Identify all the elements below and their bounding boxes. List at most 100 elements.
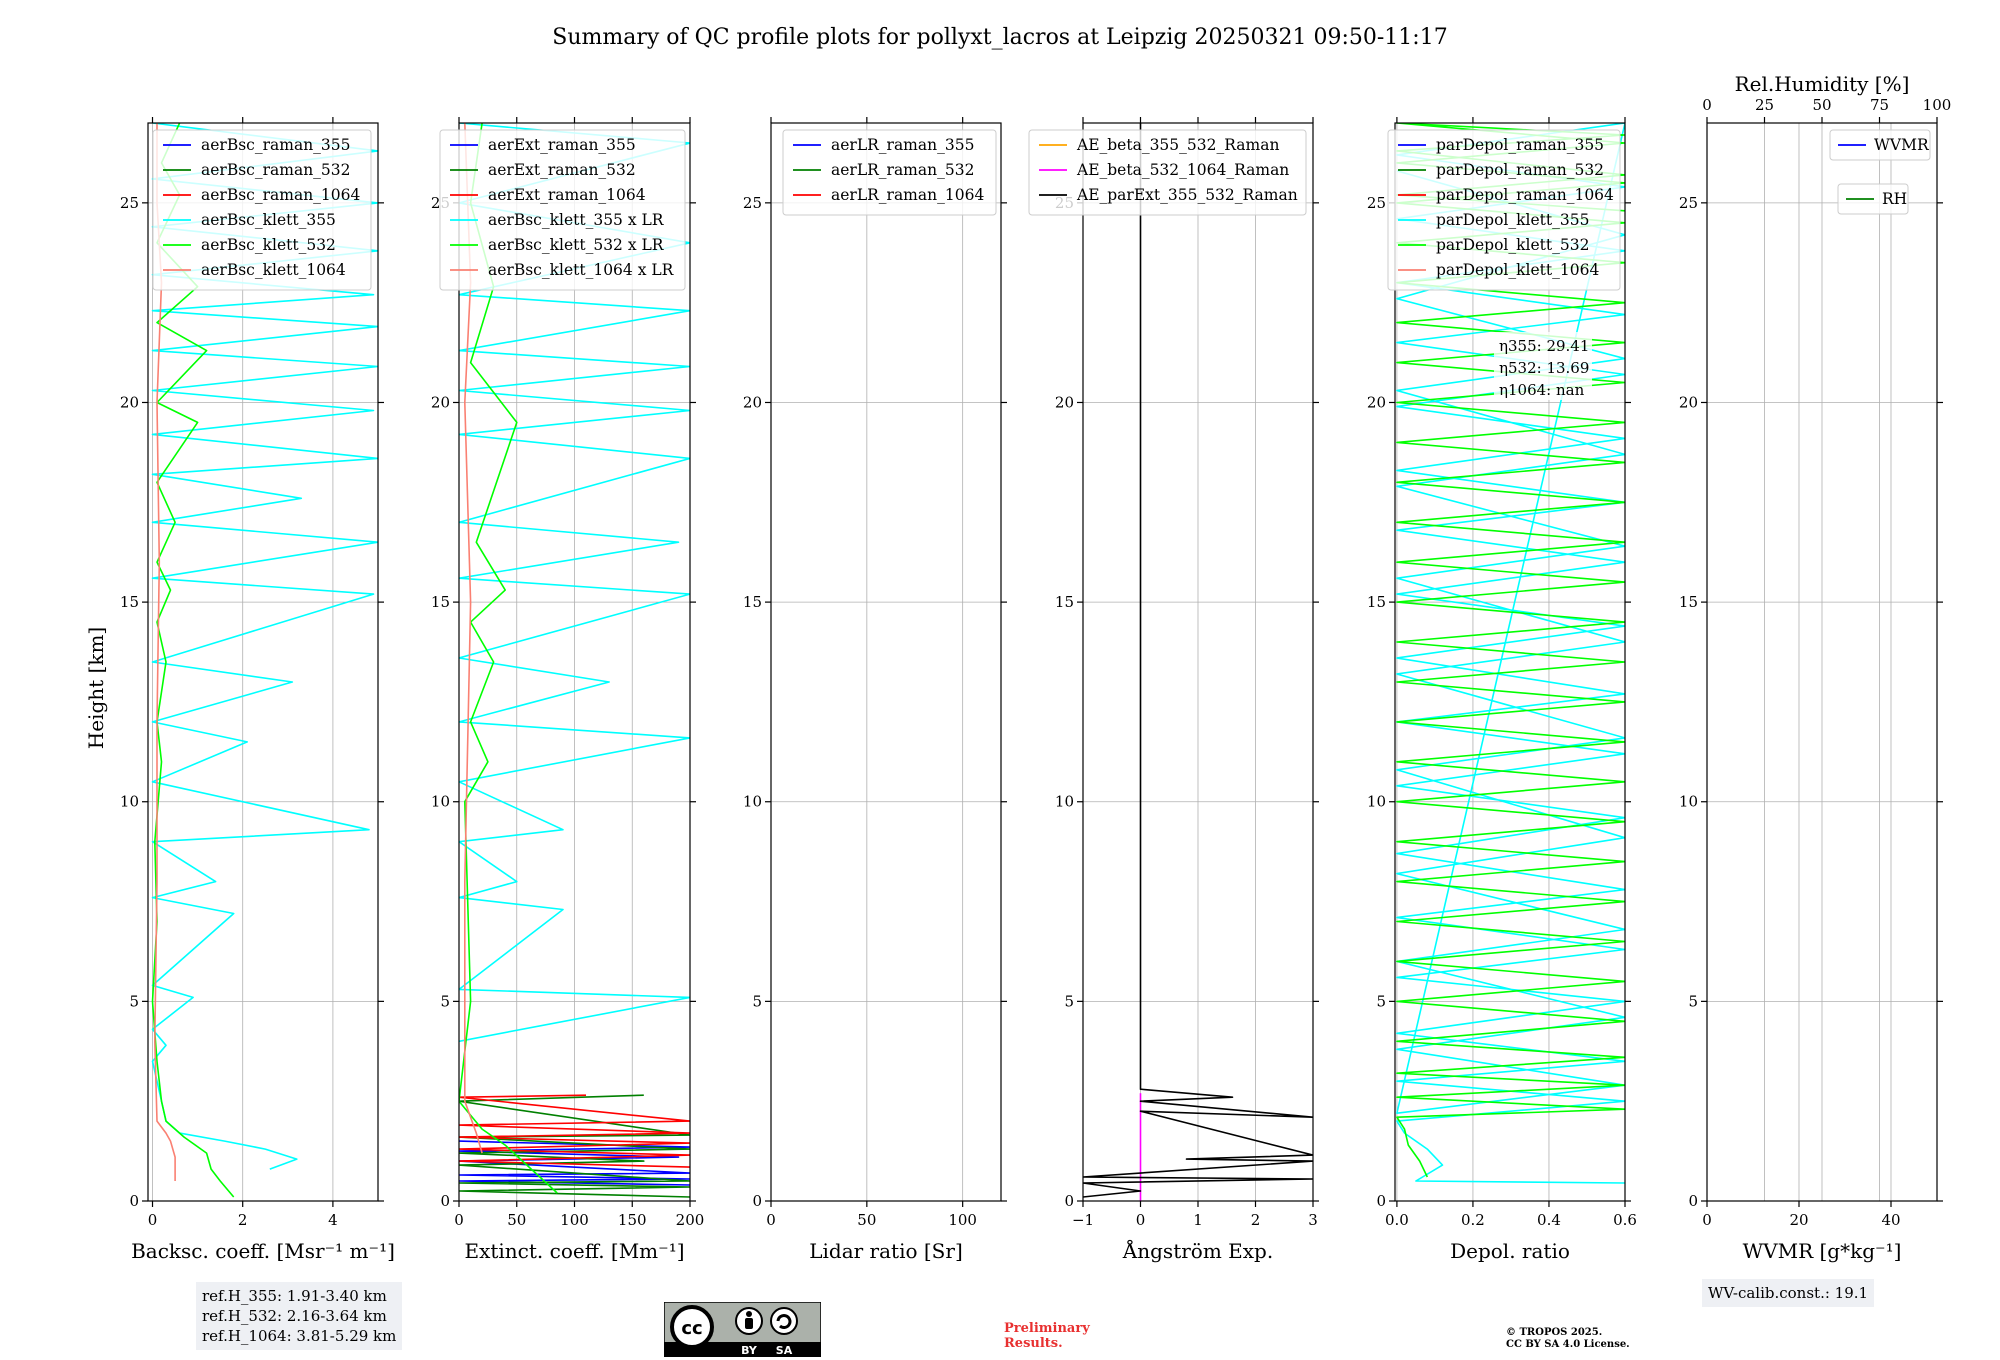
plot-frame bbox=[1394, 122, 1626, 1202]
y-tick-label: 15 bbox=[431, 593, 450, 611]
x-tick-label: 100 bbox=[948, 1211, 977, 1229]
annotation-box bbox=[1494, 332, 1592, 400]
y-tick-label: 5 bbox=[1688, 992, 1698, 1010]
plot-frame bbox=[147, 122, 379, 1202]
x-tick-label: 0.4 bbox=[1537, 1211, 1561, 1229]
y-tick-label: 25 bbox=[743, 194, 762, 212]
eta-annotation: η355: 29.41 bbox=[1499, 337, 1589, 355]
sa-share-arrow bbox=[776, 1314, 792, 1329]
x-tick-label: 150 bbox=[618, 1211, 647, 1229]
y-tick-label: 0 bbox=[1688, 1192, 1698, 1210]
x-tick-label: 3 bbox=[1308, 1211, 1318, 1229]
y-tick-label: 10 bbox=[1367, 793, 1386, 811]
figure-title: Summary of QC profile plots for pollyxt_… bbox=[552, 25, 1447, 50]
series-line-AE_parExt_355_532_Raman bbox=[1083, 123, 1313, 1198]
x-tick-label: 50 bbox=[857, 1211, 876, 1229]
legend-entry: parDepol_raman_532 bbox=[1436, 161, 1604, 179]
x2-tick-label: 25 bbox=[1755, 96, 1774, 114]
preliminary-line-2: Results. bbox=[1004, 1336, 1063, 1351]
legend-box bbox=[439, 129, 686, 291]
eta-annotation: η1064: nan bbox=[1499, 381, 1585, 399]
legend-entry: aerLR_raman_355 bbox=[831, 136, 974, 154]
x-tick-label: 2 bbox=[238, 1211, 248, 1229]
y-tick-label: 15 bbox=[1055, 593, 1074, 611]
legend-entry: WVMR bbox=[1874, 136, 1930, 154]
ref-heights-box: ref.H_355: 1.91-3.40 km ref.H_532: 2.16-… bbox=[196, 1282, 403, 1350]
copyright-line-1: © TROPOS 2025. bbox=[1506, 1327, 1603, 1338]
y-tick-label: 15 bbox=[1367, 593, 1386, 611]
legend-entry: aerBsc_raman_355 bbox=[201, 136, 351, 154]
legend-entry: aerBsc_klett_1064 bbox=[201, 261, 346, 279]
series-line-aerBsc_klett_1064-x-LR bbox=[463, 123, 483, 1154]
y-tick-label: 5 bbox=[129, 992, 139, 1010]
series-group bbox=[1083, 123, 1313, 1201]
copyright-line-2: CC BY SA 4.0 License. bbox=[1506, 1339, 1630, 1350]
sa-share-icon bbox=[770, 1307, 798, 1335]
x-tick-label: −1 bbox=[1072, 1211, 1094, 1229]
cc-license-badge: cc BY SA bbox=[664, 1302, 821, 1357]
y-tick-label: 10 bbox=[120, 793, 139, 811]
legend-entry: aerBsc_klett_355 x LR bbox=[488, 211, 665, 229]
x-tick-label: 0 bbox=[454, 1211, 464, 1229]
legend-entry: parDepol_klett_355 bbox=[1436, 211, 1589, 229]
y-tick-label: 20 bbox=[743, 393, 762, 411]
legend-entry: AE_parExt_355_532_Raman bbox=[1076, 186, 1298, 204]
cc-logo-icon bbox=[670, 1305, 714, 1349]
legend-entry: aerExt_raman_532 bbox=[488, 161, 636, 179]
y-tick-label: 20 bbox=[431, 393, 450, 411]
y-tick-label: 0 bbox=[752, 1192, 762, 1210]
legend-entry: aerBsc_klett_355 bbox=[201, 211, 336, 229]
series-line-aerBsc_klett_532 bbox=[151, 123, 235, 1198]
x-axis-label: WVMR [g*kg⁻¹] bbox=[1743, 1239, 1902, 1263]
y-tick-label: 20 bbox=[1055, 393, 1074, 411]
x-tick-label: 20 bbox=[1789, 1211, 1808, 1229]
chart-panel-lidar-ratio: 0 5 10 15 20 25 0 50 100 Lidar ratio [Sr] aerLR_ra… bbox=[743, 117, 1007, 1263]
x-axis-label: Lidar ratio [Sr] bbox=[809, 1239, 963, 1263]
x-tick-label: 0.6 bbox=[1613, 1211, 1637, 1229]
by-person-body bbox=[745, 1318, 753, 1329]
by-person-head bbox=[746, 1311, 752, 1317]
preliminary-line-1: Preliminary bbox=[1004, 1321, 1090, 1336]
legend-box bbox=[1829, 129, 1931, 161]
x-tick-label: 0.2 bbox=[1461, 1211, 1485, 1229]
y-tick-label: 10 bbox=[431, 793, 450, 811]
x-tick-label: 2 bbox=[1251, 1211, 1261, 1229]
y-tick-label: 5 bbox=[752, 992, 762, 1010]
chart-panel-extinction: 0510152025050100150200Extinct. coeff. [M… bbox=[431, 117, 704, 1263]
legend-entry: aerLR_raman_1064 bbox=[831, 186, 984, 204]
legend-entry: aerLR_raman_532 bbox=[831, 161, 974, 179]
x2-axis-label: Rel.Humidity [%] bbox=[1735, 72, 1910, 96]
x-axis-label: Ångström Exp. bbox=[1122, 1238, 1273, 1263]
x-tick-label: 1 bbox=[1193, 1211, 1203, 1229]
y-tick-label: 0 bbox=[1376, 1192, 1386, 1210]
y-tick-label: 20 bbox=[1367, 393, 1386, 411]
height-axis-label: Height [km] bbox=[84, 627, 108, 749]
plot-frame bbox=[770, 122, 1002, 1202]
copyright-note: © TROPOS 2025. CC BY SA 4.0 License. bbox=[1506, 1327, 1630, 1351]
wv-calib-box: WV-calib.const.: 19.1 bbox=[1702, 1279, 1875, 1307]
chart-panel-water-vapor: 0 5 10 15 20 25 0 20 40 0 25 50 75 100 Rel.Humidity [%… bbox=[1679, 72, 1951, 1263]
y-tick-label: 0 bbox=[1064, 1192, 1074, 1210]
chart-panel-backscatter: 0 5 10 15 20 25 0 2 4 Backsc. coeff. [Msr⁻¹ m⁻¹] a… bbox=[120, 117, 395, 1263]
preliminary-note: Preliminary Results. bbox=[1004, 1321, 1090, 1351]
legend-entry: parDepol_raman_355 bbox=[1436, 136, 1604, 154]
y-tick-label: 5 bbox=[440, 992, 450, 1010]
series-line-aerExt_raman_532 bbox=[459, 1094, 690, 1198]
series-line-aerExt_raman_355 bbox=[459, 1140, 690, 1186]
x-axis-label: Backsc. coeff. [Msr⁻¹ m⁻¹] bbox=[131, 1239, 395, 1263]
y-tick-label: 15 bbox=[743, 593, 762, 611]
legend-entry: aerBsc_klett_532 bbox=[201, 236, 336, 254]
y-tick-label: 5 bbox=[1064, 992, 1074, 1010]
legend-entry: parDepol_raman_1064 bbox=[1436, 186, 1614, 204]
y-tick-label: 0 bbox=[129, 1192, 139, 1210]
legend-entry: parDepol_klett_532 bbox=[1436, 236, 1589, 254]
y-tick-label: 15 bbox=[1679, 593, 1698, 611]
x-tick-label: 4 bbox=[328, 1211, 338, 1229]
x2-tick-label: 75 bbox=[1870, 96, 1889, 114]
y-tick-label: 25 bbox=[1679, 194, 1698, 212]
y-tick-label: 20 bbox=[1679, 393, 1698, 411]
legend-entry: aerExt_raman_1064 bbox=[488, 186, 646, 204]
x2-tick-label: 50 bbox=[1812, 96, 1831, 114]
y-tick-label: 0 bbox=[440, 1192, 450, 1210]
